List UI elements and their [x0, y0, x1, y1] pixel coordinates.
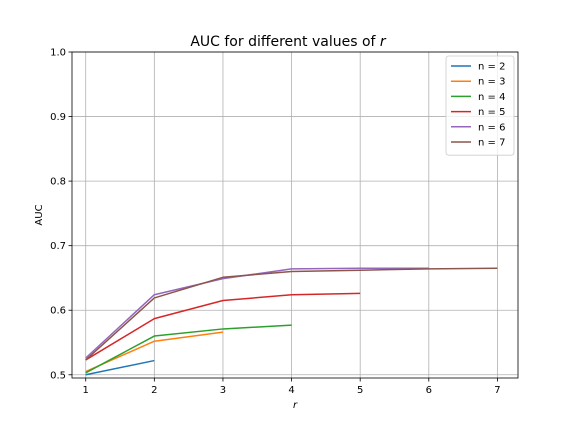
series-line — [85, 267, 498, 361]
legend-label: n = 2 — [478, 62, 505, 73]
legend-label: n = 3 — [478, 77, 505, 88]
y-tick-label: 0.7 — [50, 241, 66, 252]
legend: n = 2 n = 3 n = 4 n = 5 n = 6 n = 7 — [445, 55, 515, 156]
legend-label: n = 6 — [478, 122, 505, 133]
x-tick-label: 6 — [426, 385, 432, 396]
plot-frame — [71, 51, 519, 379]
y-tick-label: 0.6 — [50, 306, 66, 317]
x-axis-label: r — [293, 400, 298, 411]
x-tick-label: 2 — [151, 385, 157, 396]
axis-ticks: 1 2 3 4 5 6 7 0.5 0.6 0.7 0.8 0.9 1.0 — [50, 48, 501, 397]
x-tick-label: 7 — [494, 385, 500, 396]
series-line — [85, 359, 155, 376]
y-tick-label: 0.5 — [50, 370, 66, 381]
grid-lines — [72, 51, 518, 378]
y-tick-label: 0.8 — [50, 177, 66, 188]
chart-title-text: AUC for different values of — [190, 34, 376, 50]
x-tick-label: 5 — [357, 385, 363, 396]
legend-label: n = 4 — [478, 92, 505, 103]
legend-label: n = 5 — [478, 107, 505, 118]
y-tick-label: 1.0 — [50, 48, 66, 59]
x-tick-label: 3 — [220, 385, 226, 396]
series-line — [85, 331, 224, 373]
x-tick-label: 1 — [83, 385, 89, 396]
x-tick-label: 4 — [288, 385, 294, 396]
chart-title: AUC for different values of r — [190, 34, 387, 50]
plot-lines — [85, 267, 498, 376]
y-axis-label: AUC — [34, 204, 45, 225]
y-tick-label: 0.9 — [50, 112, 66, 123]
series-line — [85, 324, 292, 374]
chart-title-variable: r — [380, 34, 387, 50]
legend-label: n = 7 — [478, 138, 505, 149]
series-line — [85, 292, 361, 361]
